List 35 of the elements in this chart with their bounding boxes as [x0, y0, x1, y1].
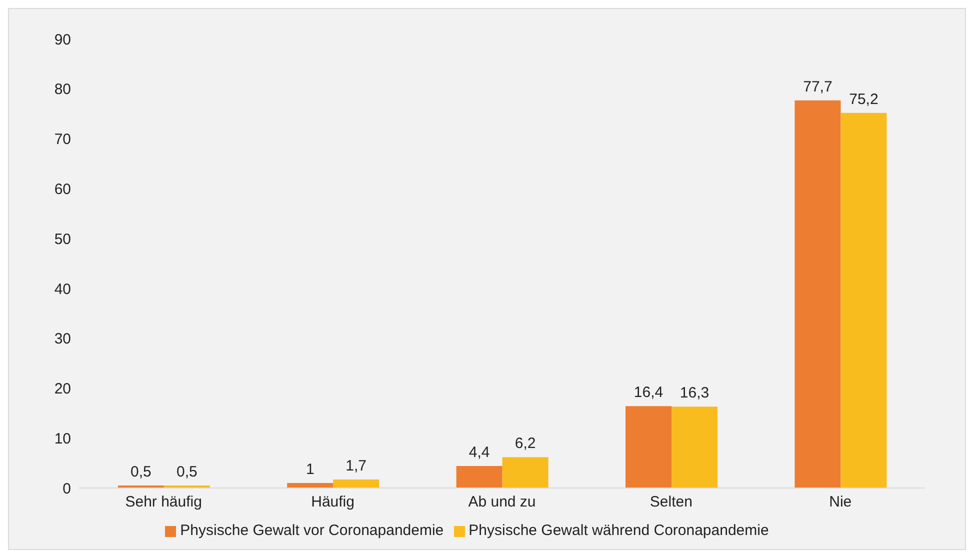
y-tick-label: 90 [54, 31, 71, 48]
x-tick-label: Nie [829, 494, 852, 511]
bar [626, 406, 672, 488]
data-label: 16,4 [634, 384, 664, 402]
data-label: 1 [306, 461, 314, 478]
data-label: 1,7 [346, 458, 367, 475]
data-label: 0,5 [130, 464, 152, 481]
data-label: 75,2 [849, 90, 878, 108]
x-tick-label: Ab und zu [468, 494, 536, 511]
y-tick-label: 70 [54, 131, 71, 148]
y-tick-label: 20 [54, 380, 71, 398]
legend-label: Physische Gewalt vor Coronapandemie [180, 522, 444, 539]
data-label: 6,2 [514, 435, 536, 452]
x-tick-label: Selten [650, 494, 692, 511]
bar [794, 100, 841, 488]
y-tick-label: 50 [54, 230, 71, 248]
data-label: 4,4 [468, 444, 490, 462]
bar [672, 406, 718, 488]
legend-label: Physische Gewalt während Coronapandemie [468, 522, 769, 539]
bar [333, 480, 380, 488]
data-label: 77,7 [803, 78, 832, 96]
bar [456, 466, 502, 488]
bar [840, 112, 887, 488]
y-tick-label: 30 [54, 330, 71, 348]
bar [287, 483, 334, 488]
data-label: 0,5 [176, 464, 198, 481]
data-label: 16,3 [680, 384, 710, 402]
x-tick-label: Sehr häufig [125, 494, 202, 511]
y-tick-label: 60 [54, 180, 71, 198]
bar [502, 457, 548, 488]
y-tick-label: 0 [62, 480, 71, 498]
y-tick-label: 80 [54, 81, 71, 98]
y-tick-label: 10 [54, 430, 71, 448]
y-tick-label: 40 [54, 280, 71, 298]
x-tick-label: Häufig [311, 494, 354, 511]
